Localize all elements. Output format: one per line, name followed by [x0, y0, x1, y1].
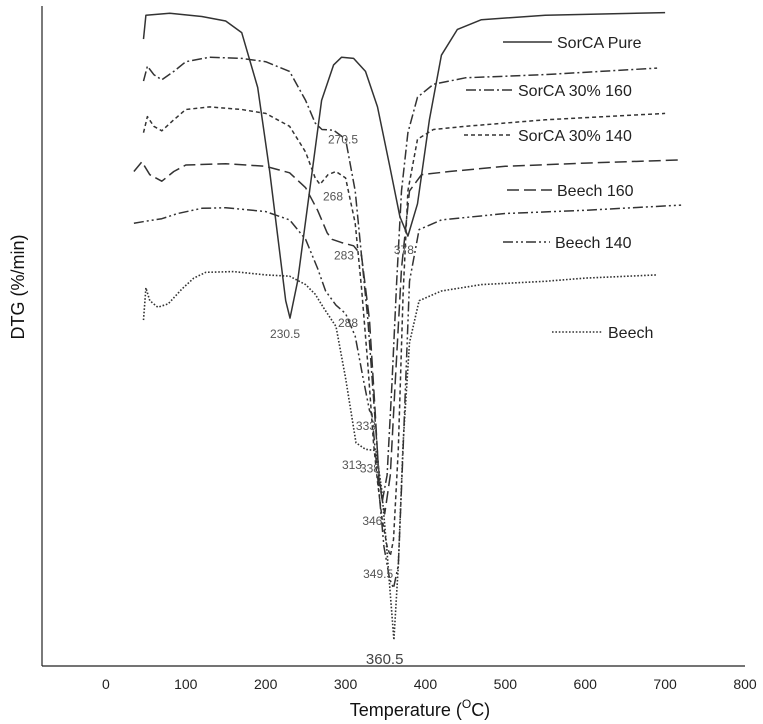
x-tick-label: 800	[733, 676, 757, 692]
legend-label: Beech 140	[555, 235, 632, 252]
x-axis-title-unit: C)	[471, 700, 490, 720]
x-tick-label: 600	[574, 676, 598, 692]
series-line-sorca-pure	[142, 11, 666, 319]
series-line-beech	[142, 270, 658, 641]
peak-label: 338	[360, 462, 380, 476]
x-axis-title-sup: O	[462, 697, 471, 711]
peak-label: 270.5	[328, 133, 358, 147]
peak-label: 288	[338, 316, 358, 330]
legend-label: SorCA Pure	[557, 35, 642, 52]
peak-label: 349.5	[363, 567, 393, 581]
x-tick-label: 500	[494, 676, 518, 692]
series-line-beech-140	[133, 204, 682, 589]
legend-label: SorCA 30% 140	[518, 128, 632, 145]
y-axis-title: DTG (%/min)	[8, 235, 28, 340]
x-axis-title: Temperature (OC)	[350, 697, 490, 720]
x-tick-label: 100	[174, 676, 198, 692]
peak-label: 283	[334, 248, 354, 262]
x-tick-label: 200	[254, 676, 278, 692]
peak-label: 360.5	[366, 651, 404, 668]
peak-label: 313	[342, 458, 362, 472]
legend-label: Beech	[608, 325, 653, 342]
legend-label: Beech 160	[557, 183, 634, 200]
curves	[133, 11, 682, 641]
series-line-beech-160	[133, 159, 682, 515]
peak-label: 346	[362, 514, 382, 528]
x-axis-title-main: Temperature (	[350, 700, 462, 720]
x-tick-label: 0	[102, 676, 110, 692]
peak-label: 333	[356, 419, 376, 433]
peak-label: 378	[394, 243, 414, 257]
chart-axes	[41, 6, 745, 667]
x-tick-label: 400	[414, 676, 438, 692]
peak-label: 268	[323, 189, 343, 203]
x-tick-label: 300	[334, 676, 358, 692]
legend: SorCA Pure SorCA 30% 160 SorCA 30% 140 Beec…	[464, 35, 653, 342]
legend-label: SorCA 30% 160	[518, 83, 632, 100]
x-tick-labels: 0 100 200 300 400 500 600 700 800	[102, 676, 757, 692]
x-tick-label: 700	[653, 676, 677, 692]
peak-label: 230.5	[270, 327, 300, 341]
series-line-sorca-30-160	[142, 56, 658, 502]
